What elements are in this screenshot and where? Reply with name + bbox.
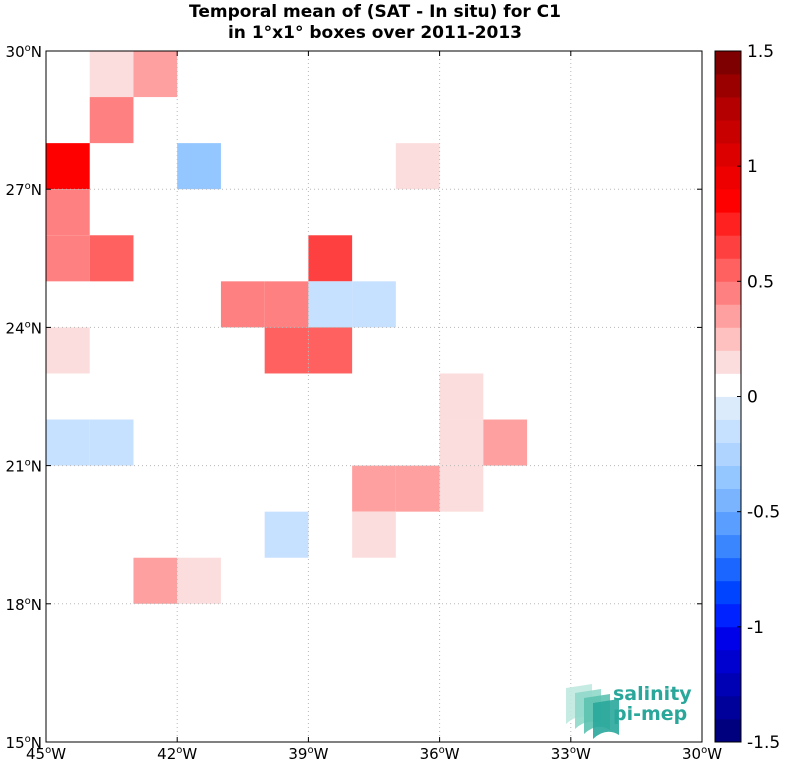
map-title-line-2: in 1°x1° boxes over 2011-2013 <box>227 23 523 43</box>
grid-cell <box>439 419 484 466</box>
grid-cell <box>46 419 90 466</box>
grid-cell <box>89 419 134 466</box>
colorbar-segment <box>715 442 741 466</box>
colorbar-segment <box>715 327 741 351</box>
colorbar-segment <box>715 97 741 121</box>
colorbar-segment <box>715 189 741 213</box>
grid-cell <box>439 373 484 420</box>
colorbar-segment <box>715 373 741 397</box>
longitude-ticks: 45oW 42oW 39oW 36oW 33oW 30oW <box>26 51 722 763</box>
logo-text-salinity: salinity <box>613 683 692 705</box>
colorbar-segment <box>715 212 741 236</box>
grid-cell <box>395 143 440 190</box>
colorbar-tick-label: -1 <box>747 618 764 638</box>
grid-cell <box>89 235 134 282</box>
colorbar-segment <box>715 580 741 605</box>
colorbar-segment <box>715 718 741 743</box>
latitude-tick-label: 18oN <box>6 596 42 614</box>
grid-cell <box>46 235 90 282</box>
map-frame <box>45 50 703 743</box>
longitude-tick-label: 39oW <box>288 745 328 763</box>
grid-cell <box>89 51 134 98</box>
logo-wave-panel <box>593 699 619 739</box>
colorbar-tick-label: 1.5 <box>747 42 774 62</box>
grid-cell <box>89 97 134 144</box>
colorbar: 1.5 1 0.5 0 -0.5 -1 -1.5 <box>714 42 780 753</box>
colorbar-segment <box>715 534 741 559</box>
colorbar-segment <box>715 51 741 75</box>
grid-cell <box>439 465 484 512</box>
longitude-tick-label: 36oW <box>420 745 460 763</box>
latitude-ticks: 15oN 18oN 21oN 24oN 27oN 30oN <box>6 43 702 752</box>
longitude-tick-label: 30oW <box>682 745 722 763</box>
grid-cell <box>264 511 309 558</box>
colorbar-segment <box>715 603 741 628</box>
latitude-tick-label: 24oN <box>6 319 42 337</box>
colorbar-segment <box>715 511 741 536</box>
colorbar-segment <box>715 695 741 720</box>
colorbar-tick-label: 0.5 <box>747 272 774 292</box>
colorbar-tick-label: 0 <box>747 388 758 408</box>
grid-cell <box>352 511 396 558</box>
colorbar-tick-label: -1.5 <box>747 733 780 753</box>
grid-cell <box>308 327 353 374</box>
grid-cell <box>46 189 90 236</box>
map-title-line-1: Temporal mean of (SAT - In situ) for C1 <box>189 2 561 22</box>
grid-cell <box>395 465 440 512</box>
grid-cell <box>133 51 178 98</box>
logo-text-pimep: pi-mep <box>613 703 688 725</box>
colorbar-segment <box>715 419 741 443</box>
grid-cell <box>352 465 396 512</box>
longitude-tick-label: 42oW <box>157 745 197 763</box>
colorbar-segment <box>715 166 741 190</box>
grid-cell <box>264 281 309 328</box>
colorbar-segment <box>715 396 741 420</box>
colorbar-segment <box>715 350 741 374</box>
grid-cell <box>308 235 353 282</box>
latitude-tick-label: 30oN <box>6 43 42 61</box>
latitude-tick-label: 27oN <box>6 181 42 199</box>
colorbar-segment <box>715 488 741 513</box>
grid-cell <box>177 143 221 190</box>
colorbar-segment <box>715 258 741 282</box>
longitude-tick-label: 33oW <box>551 745 591 763</box>
colorbar-segment <box>715 74 741 98</box>
longitude-tick-label: 45oW <box>26 745 66 763</box>
colorbar-tick-label: -0.5 <box>747 503 780 523</box>
latitude-tick-label: 15oN <box>6 734 42 752</box>
grid-cell <box>46 327 90 374</box>
latitude-tick-label: 21oN <box>6 458 42 476</box>
grid-cell <box>177 557 221 604</box>
grid-cell <box>308 281 353 328</box>
grid-lines <box>45 50 703 743</box>
colorbar-segment <box>715 304 741 328</box>
grid-cell <box>46 143 90 190</box>
colorbar-segment <box>715 120 741 144</box>
colorbar-segment <box>715 235 741 259</box>
salinity-pimep-logo-icon <box>566 684 619 739</box>
colorbar-segment <box>715 557 741 582</box>
colorbar-segment <box>715 143 741 167</box>
colorbar-tick-label: 1 <box>747 157 758 177</box>
grid-cell <box>220 281 265 328</box>
grid-cell <box>483 419 528 466</box>
data-cells <box>46 51 528 604</box>
grid-cell <box>264 327 309 374</box>
colorbar-segment <box>715 281 741 305</box>
colorbar-segment <box>715 672 741 697</box>
grid-cell <box>352 281 396 328</box>
colorbar-segment <box>715 649 741 674</box>
grid-cell <box>133 557 178 604</box>
colorbar-segment <box>715 626 741 651</box>
colorbar-segment <box>715 465 741 490</box>
